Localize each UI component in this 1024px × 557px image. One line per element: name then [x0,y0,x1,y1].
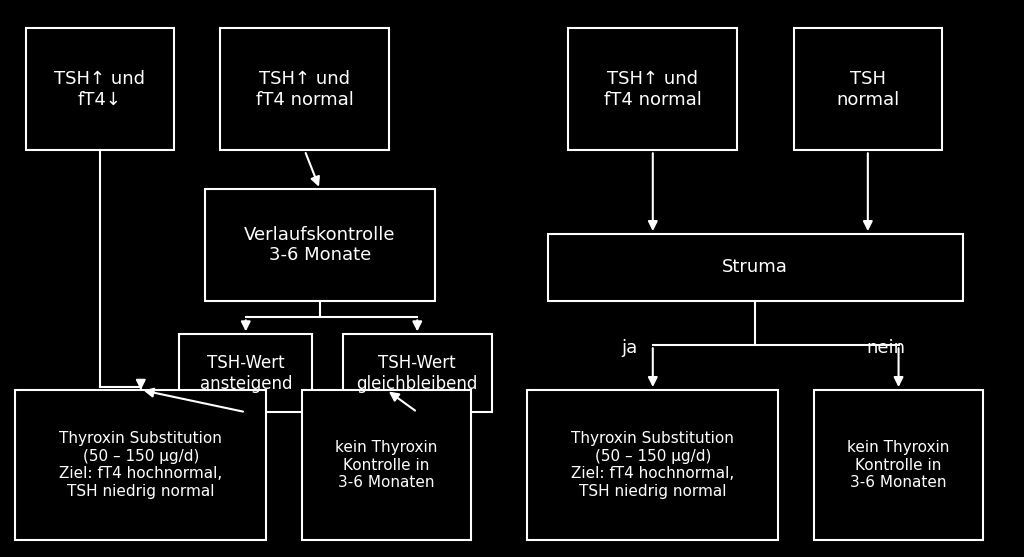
Text: Struma: Struma [722,258,788,276]
FancyBboxPatch shape [220,28,389,150]
Text: TSH↑ und
fT4↓: TSH↑ und fT4↓ [54,70,145,109]
Text: TSH-Wert
gleichbleibend: TSH-Wert gleichbleibend [356,354,478,393]
FancyBboxPatch shape [179,334,312,412]
Text: TSH↑ und
fT4 normal: TSH↑ und fT4 normal [604,70,701,109]
Text: ja: ja [622,339,638,357]
FancyBboxPatch shape [15,390,266,540]
Text: Thyroxin Substitution
(50 – 150 µg/d)
Ziel: fT4 hochnormal,
TSH niedrig normal: Thyroxin Substitution (50 – 150 µg/d) Zi… [59,432,222,499]
Text: nein: nein [866,339,905,357]
Text: Thyroxin Substitution
(50 – 150 µg/d)
Ziel: fT4 hochnormal,
TSH niedrig normal: Thyroxin Substitution (50 – 150 µg/d) Zi… [571,432,734,499]
Text: Verlaufskontrolle
3-6 Monate: Verlaufskontrolle 3-6 Monate [245,226,395,265]
FancyBboxPatch shape [814,390,983,540]
Text: TSH-Wert
ansteigend: TSH-Wert ansteigend [200,354,292,393]
Text: TSH
normal: TSH normal [837,70,899,109]
FancyBboxPatch shape [205,189,435,301]
Text: kein Thyroxin
Kontrolle in
3-6 Monaten: kein Thyroxin Kontrolle in 3-6 Monaten [336,440,437,490]
Text: TSH↑ und
fT4 normal: TSH↑ und fT4 normal [256,70,353,109]
FancyBboxPatch shape [568,28,737,150]
Text: kein Thyroxin
Kontrolle in
3-6 Monaten: kein Thyroxin Kontrolle in 3-6 Monaten [848,440,949,490]
FancyBboxPatch shape [26,28,174,150]
FancyBboxPatch shape [527,390,778,540]
FancyBboxPatch shape [548,234,963,301]
FancyBboxPatch shape [343,334,492,412]
FancyBboxPatch shape [794,28,942,150]
FancyBboxPatch shape [302,390,471,540]
